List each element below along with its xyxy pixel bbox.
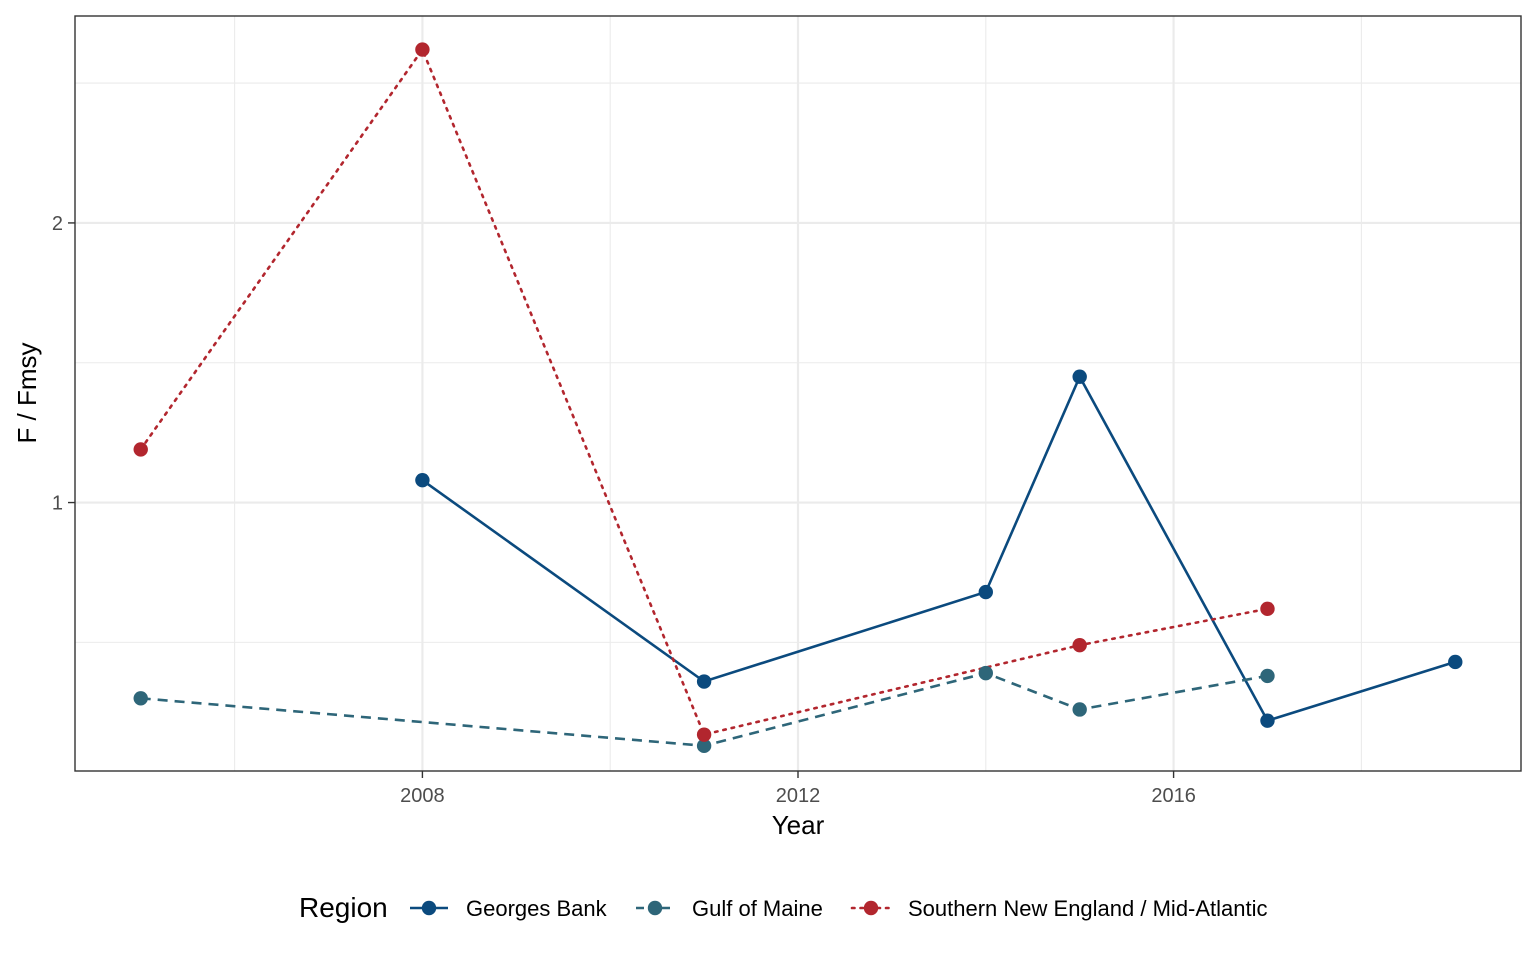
x-tick-label: 2008 (400, 785, 445, 807)
data-point-2 (415, 42, 430, 57)
data-point-0 (978, 584, 993, 600)
grid-lines (75, 16, 1521, 771)
legend: Region Georges Bank Gulf of Maine Southern… (299, 892, 1268, 923)
series-line-0 (421, 373, 1456, 723)
data-point-0 (696, 674, 712, 689)
tick-labels: 2008 2012 2016 1 2 (52, 213, 1196, 807)
data-point-2 (1260, 601, 1275, 617)
data-point-0 (1448, 654, 1463, 670)
data-point-0 (1072, 369, 1087, 384)
y-axis-title: F / Fmsy (12, 342, 42, 443)
legend-key-point (647, 900, 663, 916)
legend-label: Southern New England / Mid-Atlantic (908, 896, 1268, 921)
data-point-0 (1260, 713, 1275, 728)
y-tick-label: 2 (52, 213, 63, 235)
data-point-1 (1260, 668, 1275, 684)
data-point-0 (415, 472, 430, 488)
data-point-2 (696, 727, 712, 742)
legend-title: Region (299, 892, 388, 923)
x-tick-label: 2012 (776, 785, 821, 807)
series-points (133, 42, 1463, 754)
data-point-2 (1072, 637, 1087, 653)
data-point-1 (696, 738, 712, 754)
data-point-2 (133, 442, 148, 457)
legend-label: Gulf of Maine (692, 896, 823, 921)
legend-key-point (863, 900, 879, 916)
x-axis-title: Year (772, 810, 825, 840)
legend-key-point (421, 900, 437, 916)
y-tick-label: 1 (52, 493, 63, 515)
data-point-1 (1072, 702, 1087, 717)
series-line-2 (139, 46, 1269, 737)
data-point-1 (978, 665, 993, 681)
x-tick-label: 2016 (1151, 785, 1196, 807)
data-point-1 (133, 691, 148, 706)
axis-ticks (68, 222, 1175, 778)
legend-label: Georges Bank (466, 896, 608, 921)
